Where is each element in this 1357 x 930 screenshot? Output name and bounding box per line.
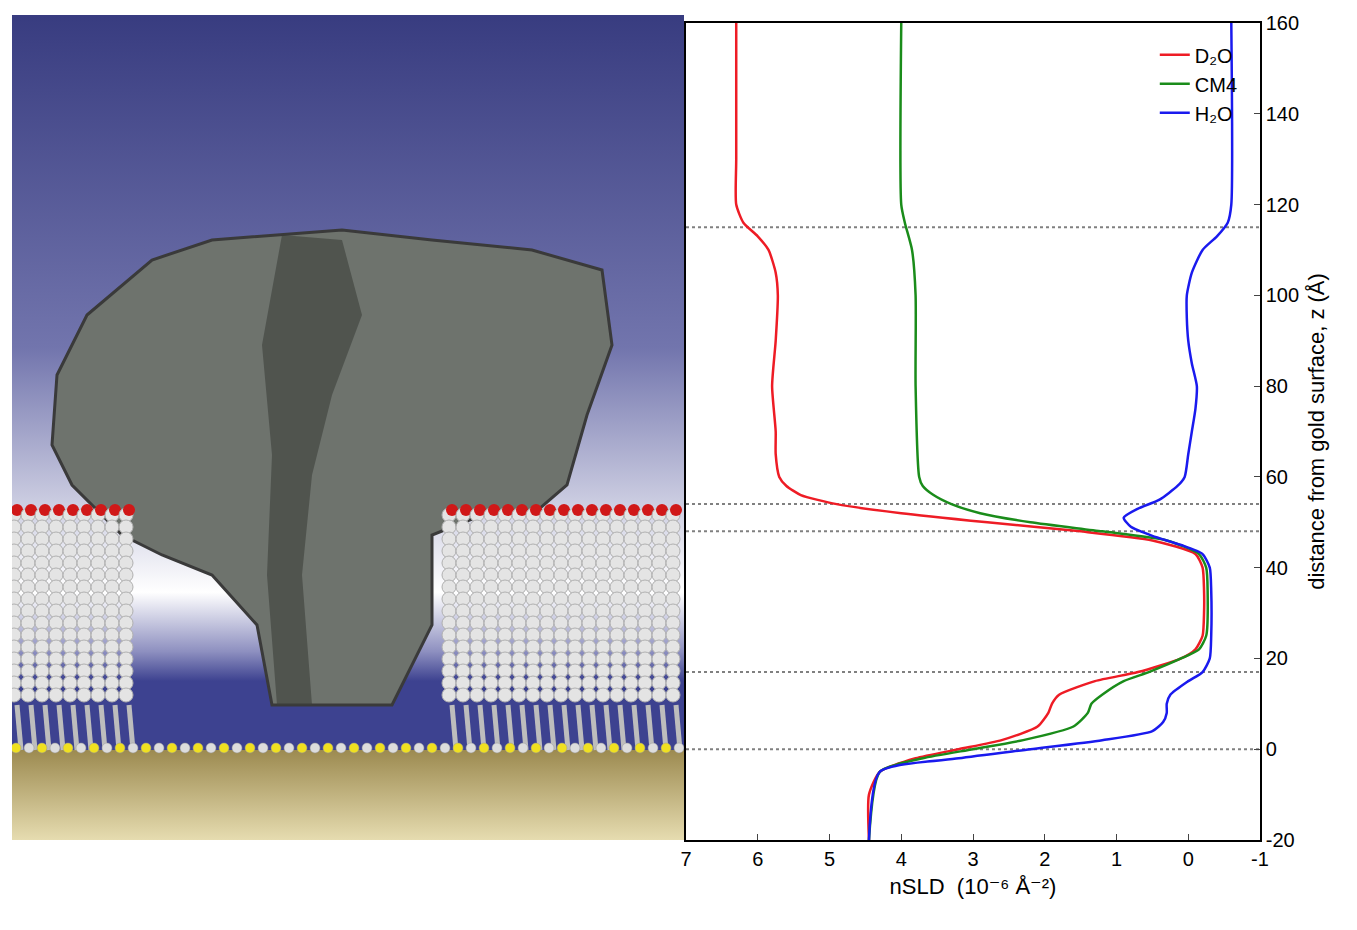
svg-text:100: 100 xyxy=(1266,284,1299,306)
svg-text:D₂O: D₂O xyxy=(1195,45,1233,67)
svg-text:140: 140 xyxy=(1266,103,1299,125)
svg-text:-20: -20 xyxy=(1266,829,1295,851)
svg-text:80: 80 xyxy=(1266,375,1288,397)
svg-text:6: 6 xyxy=(752,848,763,870)
svg-text:5: 5 xyxy=(824,848,835,870)
svg-text:3: 3 xyxy=(967,848,978,870)
svg-text:2: 2 xyxy=(1039,848,1050,870)
svg-text:7: 7 xyxy=(680,848,691,870)
svg-text:60: 60 xyxy=(1266,466,1288,488)
svg-text:CM4: CM4 xyxy=(1195,74,1237,96)
svg-text:0: 0 xyxy=(1266,738,1277,760)
svg-text:120: 120 xyxy=(1266,194,1299,216)
svg-text:nSLD (10⁻⁶ Å⁻²): nSLD (10⁻⁶ Å⁻²) xyxy=(890,874,1057,899)
svg-text:160: 160 xyxy=(1266,12,1299,34)
svg-text:40: 40 xyxy=(1266,557,1288,579)
svg-text:-1: -1 xyxy=(1251,848,1269,870)
svg-text:4: 4 xyxy=(896,848,907,870)
svg-text:H₂O: H₂O xyxy=(1195,103,1233,125)
svg-text:1: 1 xyxy=(1111,848,1122,870)
svg-text:distance from gold surface, z: distance from gold surface, z (Å) xyxy=(1304,273,1329,590)
svg-text:20: 20 xyxy=(1266,647,1288,669)
svg-text:0: 0 xyxy=(1183,848,1194,870)
